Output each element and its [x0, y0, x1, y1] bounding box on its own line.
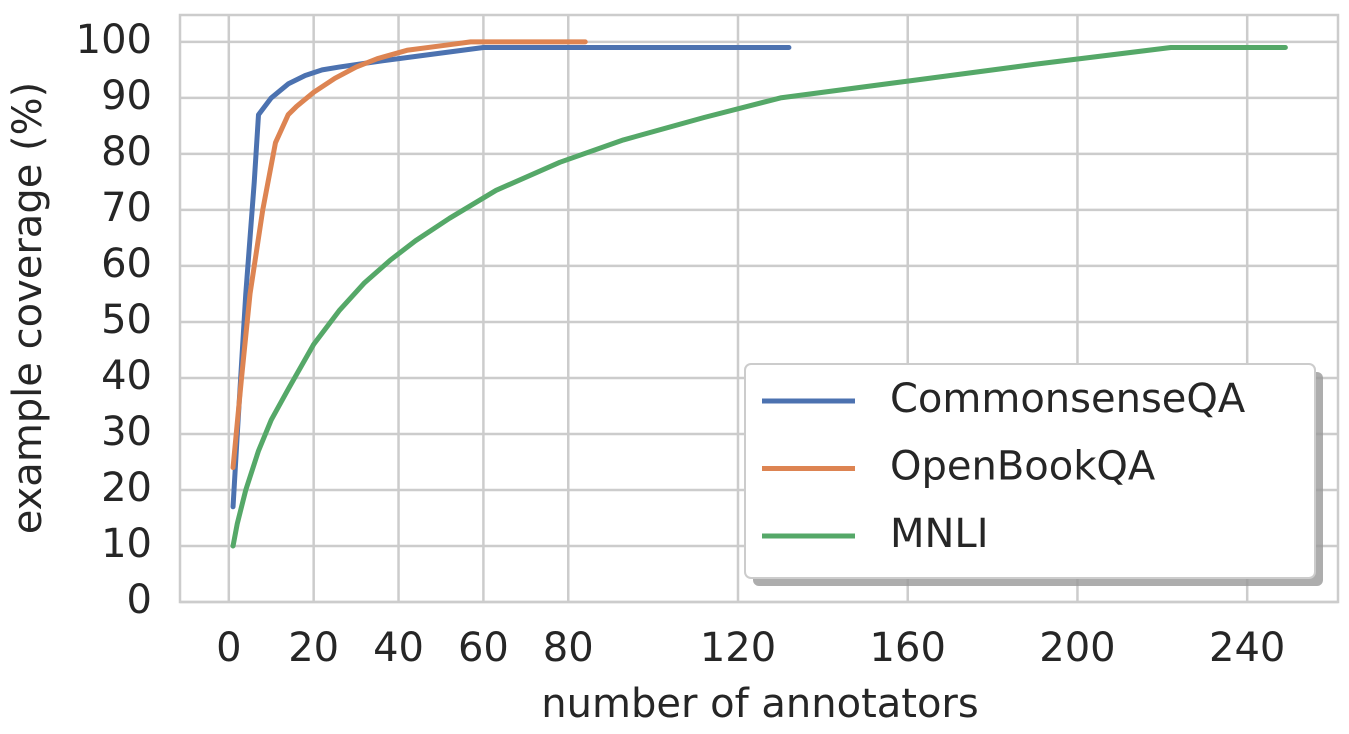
y-tick-label: 60	[101, 241, 152, 287]
legend-box	[744, 363, 1316, 579]
series-line	[230, 39, 588, 471]
y-tick-label: 30	[101, 409, 152, 455]
y-tick-label: 40	[101, 353, 152, 399]
y-tick-label: 70	[101, 185, 152, 231]
x-tick-label: 160	[870, 625, 946, 671]
x-tick-label: 40	[373, 625, 424, 671]
y-tick-label: 50	[101, 297, 152, 343]
y-tick-label: 20	[101, 465, 152, 511]
y-tick-label: 80	[101, 129, 152, 175]
y-tick-label: 90	[101, 73, 152, 119]
legend-label: CommonsenseQA	[890, 376, 1246, 422]
plot-frame	[178, 13, 1340, 604]
x-tick-label: 60	[458, 625, 509, 671]
x-axis-label: number of annotators	[541, 681, 978, 727]
legend-label: MNLI	[890, 511, 989, 557]
legend-label: OpenBookQA	[890, 444, 1156, 490]
x-tick-label: 80	[543, 625, 594, 671]
y-tick-label: 10	[101, 521, 152, 567]
series-line	[230, 44, 792, 510]
x-tick-label: 120	[700, 625, 776, 671]
x-tick-label: 200	[1039, 625, 1115, 671]
x-tick-label: 0	[216, 625, 241, 671]
x-tick-label: 20	[288, 625, 339, 671]
x-tick-label: 240	[1209, 625, 1285, 671]
y-tick-label: 100	[76, 17, 152, 63]
y-tick-label: 0	[127, 577, 152, 623]
y-axis-label: example coverage (%)	[5, 82, 51, 535]
series-line	[230, 44, 1288, 549]
